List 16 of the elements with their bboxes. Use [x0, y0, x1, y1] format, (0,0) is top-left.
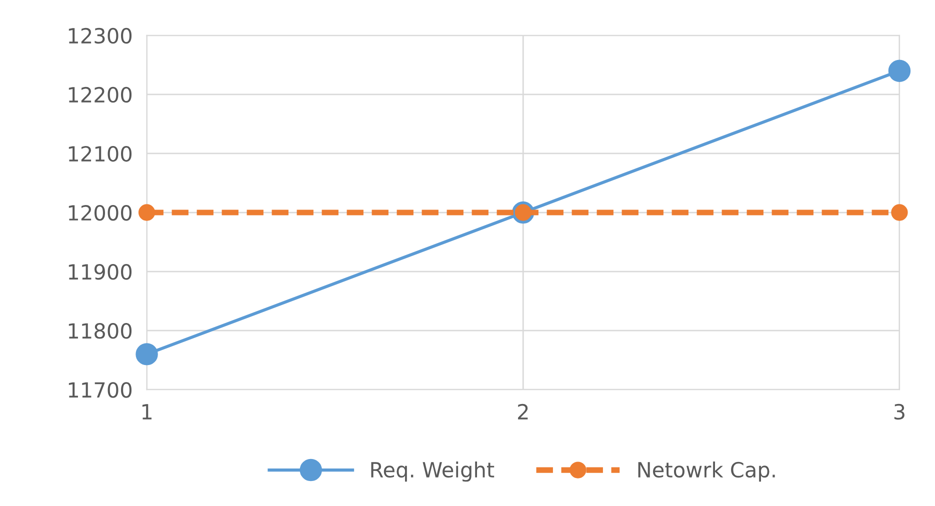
y-tick-label: 11700: [68, 382, 132, 398]
x-tick-label: 1: [142, 404, 152, 420]
y-tick-label: 12300: [68, 28, 132, 44]
point: [136, 343, 158, 366]
point: [888, 60, 911, 82]
y-tick-label: 12100: [68, 146, 132, 162]
x-tick-label: 2: [518, 404, 528, 420]
y-tick-label: 12000: [68, 204, 132, 221]
legend-label: Req. Weight: [371, 462, 494, 482]
point: [138, 204, 156, 221]
y-tick-label: 11900: [68, 264, 132, 280]
legend-label: Netowrk Cap.: [638, 462, 775, 482]
point: [891, 204, 908, 221]
y-tick-label: 11800: [68, 323, 132, 339]
y-tick-label: 12200: [68, 86, 132, 103]
x-tick-label: 3: [894, 404, 904, 420]
